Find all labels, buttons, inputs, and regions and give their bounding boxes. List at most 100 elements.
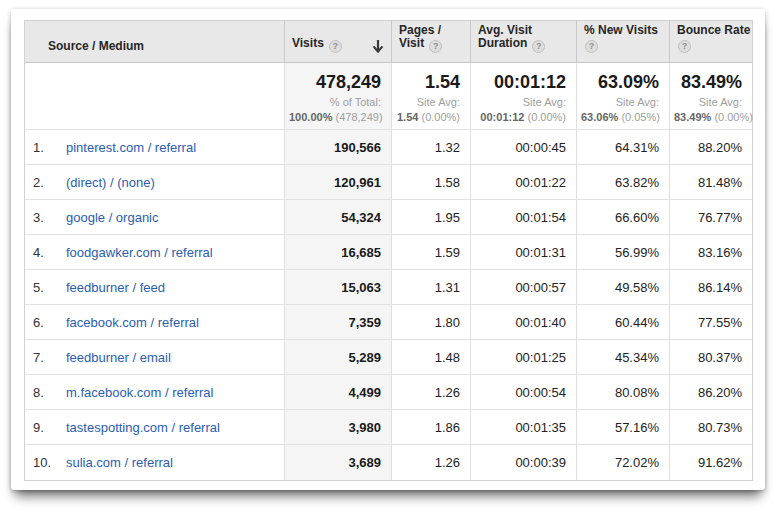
source-medium-link[interactable]: sulia.com / referral [66, 455, 173, 470]
source-medium-link[interactable]: pinterest.com / referral [66, 140, 196, 155]
cell-pages-visit: 1.59 [391, 235, 470, 269]
summary-sub-delta: (0.00%) [714, 111, 753, 123]
cell-visits: 7,359 [284, 305, 391, 339]
cell-visits: 190,566 [284, 130, 391, 164]
summary-sub-value: 100.00% [289, 111, 332, 123]
help-icon[interactable]: ? [429, 40, 442, 53]
cell-visits: 54,324 [284, 200, 391, 234]
cell-bounce-rate: 88.20% [669, 130, 752, 164]
cell-visits: 3,689 [284, 445, 391, 480]
summary-cell-duration: 00:01:12 Site Avg: 00:01:12 (0.00%) [470, 63, 576, 129]
cell-visits: 15,063 [284, 270, 391, 304]
column-header-source-medium[interactable]: Source / Medium [25, 21, 284, 62]
table-row: 10.sulia.com / referral3,6891.2600:00:39… [25, 445, 752, 480]
cell-new-visits: 57.16% [576, 410, 669, 444]
table-body: 1.pinterest.com / referral190,5661.3200:… [25, 130, 752, 480]
source-medium-link[interactable]: tastespotting.com / referral [66, 420, 220, 435]
source-medium-link[interactable]: feedburner / email [66, 350, 171, 365]
cell-duration: 00:00:54 [470, 375, 576, 409]
summary-sub-value: 63.06% [581, 111, 618, 123]
row-rank: 6. [33, 315, 66, 330]
cell-bounce-rate: 91.62% [669, 445, 752, 480]
summary-cell-pages: 1.54 Site Avg: 1.54 (0.00%) [391, 63, 470, 129]
column-header-label: Source / Medium [48, 39, 144, 53]
summary-sub-label: Site Avg: [396, 95, 460, 110]
table-row: 4.foodgawker.com / referral16,6851.5900:… [25, 235, 752, 270]
help-icon[interactable]: ? [678, 40, 691, 53]
table-row: 2.(direct) / (none)120,9611.5800:01:2263… [25, 165, 752, 200]
row-rank: 10. [33, 455, 66, 470]
source-medium-link[interactable]: feedburner / feed [66, 280, 165, 295]
cell-pages-visit: 1.95 [391, 200, 470, 234]
source-medium-link[interactable]: m.facebook.com / referral [66, 385, 213, 400]
cell-duration: 00:01:54 [470, 200, 576, 234]
sort-descending-icon[interactable] [372, 39, 384, 53]
table-row: 6.facebook.com / referral7,3591.8000:01:… [25, 305, 752, 340]
source-medium-link[interactable]: foodgawker.com / referral [66, 245, 213, 260]
cell-bounce-rate: 80.37% [669, 340, 752, 374]
row-rank: 8. [33, 385, 66, 400]
table-row: 8.m.facebook.com / referral 4,4991.2600:0… [25, 375, 752, 410]
cell-source-medium: 6.facebook.com / referral [25, 305, 284, 339]
summary-total-duration: 00:01:12 [475, 71, 566, 93]
cell-bounce-rate: 86.14% [669, 270, 752, 304]
cell-new-visits: 49.58% [576, 270, 669, 304]
cell-duration: 00:01:31 [470, 235, 576, 269]
cell-bounce-rate: 86.20% [669, 375, 752, 409]
cell-bounce-rate: 81.48% [669, 165, 752, 199]
cell-pages-visit: 1.48 [391, 340, 470, 374]
row-rank: 4. [33, 245, 66, 260]
column-header-label: Visit [399, 36, 424, 50]
help-icon[interactable]: ? [532, 40, 545, 53]
column-header-bounce-rate[interactable]: Bounce Rate ? [669, 21, 752, 62]
cell-pages-visit: 1.31 [391, 270, 470, 304]
cell-new-visits: 72.02% [576, 445, 669, 480]
table-row: 3.google / organic 54,3241.9500:01:5466.6… [25, 200, 752, 235]
summary-total-pages: 1.54 [396, 71, 460, 93]
column-header-visits[interactable]: Visits? [284, 21, 391, 62]
source-medium-link[interactable]: google / organic [66, 210, 159, 225]
column-header-pages-visit[interactable]: Pages / Visit? [391, 21, 470, 62]
cell-duration: 00:01:22 [470, 165, 576, 199]
table-row: 9.tastespotting.com / referral3,9801.860… [25, 410, 752, 445]
summary-sub-delta: (0.00%) [421, 111, 460, 123]
cell-bounce-rate: 83.16% [669, 235, 752, 269]
cell-visits: 3,980 [284, 410, 391, 444]
source-medium-link[interactable]: (direct) / (none) [66, 175, 155, 190]
summary-cell-new-visits: 63.09% Site Avg: 63.06% (0.05%) [576, 63, 669, 129]
summary-sub-label: Site Avg: [475, 95, 566, 110]
cell-visits: 16,685 [284, 235, 391, 269]
cell-source-medium: 10.sulia.com / referral [25, 445, 284, 480]
cell-duration: 00:01:35 [470, 410, 576, 444]
cell-visits: 4,499 [284, 375, 391, 409]
cell-pages-visit: 1.26 [391, 375, 470, 409]
cell-duration: 00:00:39 [470, 445, 576, 480]
cell-source-medium: 4.foodgawker.com / referral [25, 235, 284, 269]
column-header-avg-visit-duration[interactable]: Avg. Visit Duration? [470, 21, 576, 62]
summary-sub-delta: (0.00%) [527, 111, 566, 123]
cell-visits: 5,289 [284, 340, 391, 374]
cell-new-visits: 56.99% [576, 235, 669, 269]
source-medium-link[interactable]: facebook.com / referral [66, 315, 199, 330]
cell-pages-visit: 1.26 [391, 445, 470, 480]
table-header-row: Source / Medium Visits? Pages / Visit? A… [25, 21, 752, 63]
help-icon[interactable]: ? [329, 40, 342, 53]
cell-duration: 00:00:57 [470, 270, 576, 304]
help-icon[interactable]: ? [585, 40, 598, 53]
row-rank: 9. [33, 420, 66, 435]
column-header-label: % New Visits [584, 24, 658, 37]
table-row: 5.feedburner / feed15,0631.3100:00:5749.… [25, 270, 752, 305]
summary-sub-label: Site Avg: [674, 95, 742, 110]
column-header-new-visits[interactable]: % New Visits ? [576, 21, 669, 62]
summary-total-new-visits: 63.09% [581, 71, 659, 93]
row-rank: 3. [33, 210, 66, 225]
row-rank: 2. [33, 175, 66, 190]
cell-new-visits: 66.60% [576, 200, 669, 234]
table-row: 1.pinterest.com / referral190,5661.3200:… [25, 130, 752, 165]
summary-sub-delta: (478,249) [336, 111, 383, 123]
cell-bounce-rate: 76.77% [669, 200, 752, 234]
table-summary-row: 478,249 % of Total: 100.00% (478,249) 1.… [25, 63, 752, 130]
cell-source-medium: 2.(direct) / (none) [25, 165, 284, 199]
cell-source-medium: 5.feedburner / feed [25, 270, 284, 304]
summary-sub-value: 1.54 [397, 111, 418, 123]
